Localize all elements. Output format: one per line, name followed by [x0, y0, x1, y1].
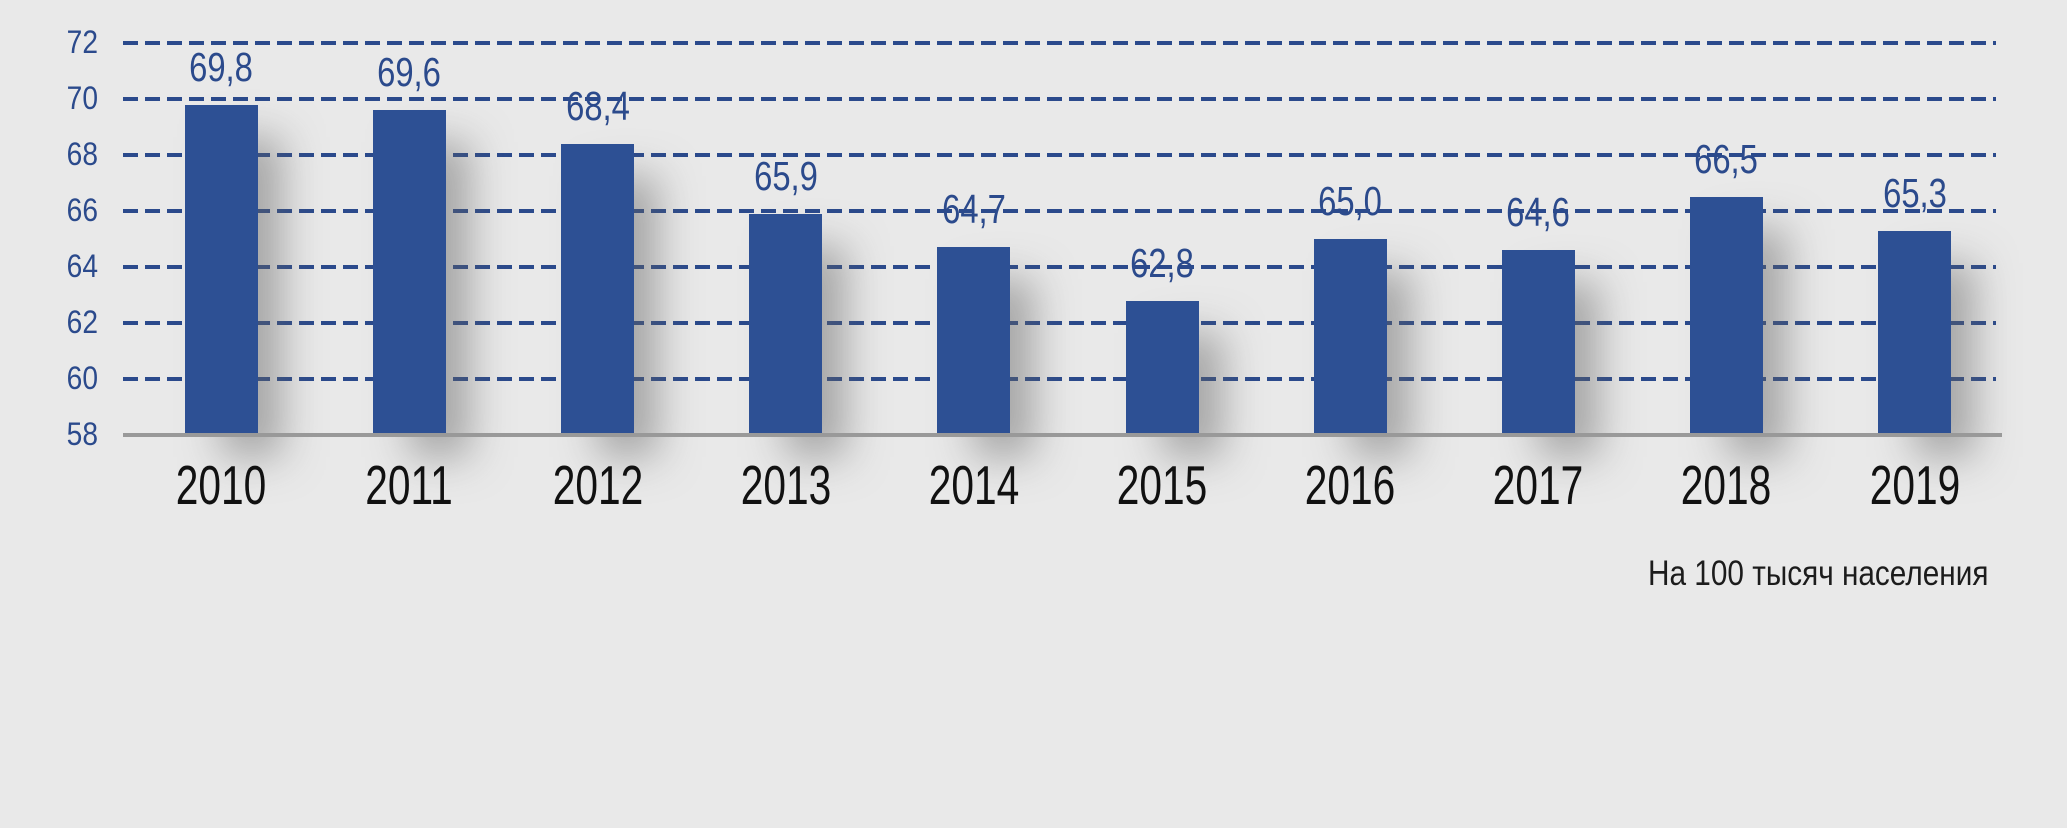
x-tick-label: 2017: [1492, 454, 1584, 516]
bar-value-label: 66,5: [1694, 136, 1759, 182]
bar: [749, 213, 823, 437]
gridline: [123, 265, 1996, 269]
bar: [1689, 197, 1763, 437]
bar: [184, 104, 258, 437]
bar-value-label: 62,8: [1130, 239, 1194, 286]
x-tick-label: 2018: [1681, 454, 1772, 516]
bar-value-label: 64,7: [941, 186, 1006, 233]
bar: [372, 110, 446, 437]
bar-value-label: 65,9: [753, 152, 818, 199]
bar-value-label: 69,6: [377, 49, 442, 96]
bar-value-label: 65,0: [1318, 178, 1383, 224]
y-tick-label: 68: [66, 136, 98, 172]
y-tick-label: 64: [66, 248, 98, 284]
x-tick-label: 2014: [928, 454, 1020, 516]
y-tick-label: 66: [66, 192, 98, 228]
bar-value-label: 69,8: [189, 43, 254, 90]
gridline: [123, 321, 1996, 325]
bar-value-label: 64,6: [1506, 189, 1571, 236]
bar: [1501, 250, 1575, 437]
y-tick-label: 58: [66, 416, 98, 452]
bar: [561, 143, 635, 437]
gridline: [123, 41, 1996, 45]
bar: [1878, 230, 1952, 437]
bar-value-label: 68,4: [565, 82, 630, 129]
y-tick-label: 72: [66, 24, 98, 60]
y-tick-label: 60: [66, 360, 98, 396]
x-tick-label: 2013: [740, 454, 831, 516]
gridline: [123, 377, 1996, 381]
bar: [1125, 300, 1199, 437]
x-tick-label: 2012: [552, 454, 643, 516]
y-tick-label: 70: [66, 80, 98, 116]
gridline: [123, 97, 1996, 101]
x-tick-label: 2011: [365, 454, 454, 516]
bar: [1313, 239, 1387, 437]
x-tick-label: 2016: [1304, 454, 1396, 516]
x-tick-label: 2019: [1869, 454, 1960, 516]
gridline: [123, 153, 1996, 157]
y-tick-label: 62: [66, 304, 98, 340]
x-tick-label: 2015: [1116, 454, 1208, 516]
bar: [937, 247, 1011, 437]
x-tick-label: 2010: [176, 454, 267, 516]
units-note: На 100 тысяч населения: [1648, 554, 1989, 593]
bar-value-label: 65,3: [1882, 169, 1947, 216]
x-axis-line: [123, 433, 2002, 437]
gridline: [123, 209, 1996, 213]
